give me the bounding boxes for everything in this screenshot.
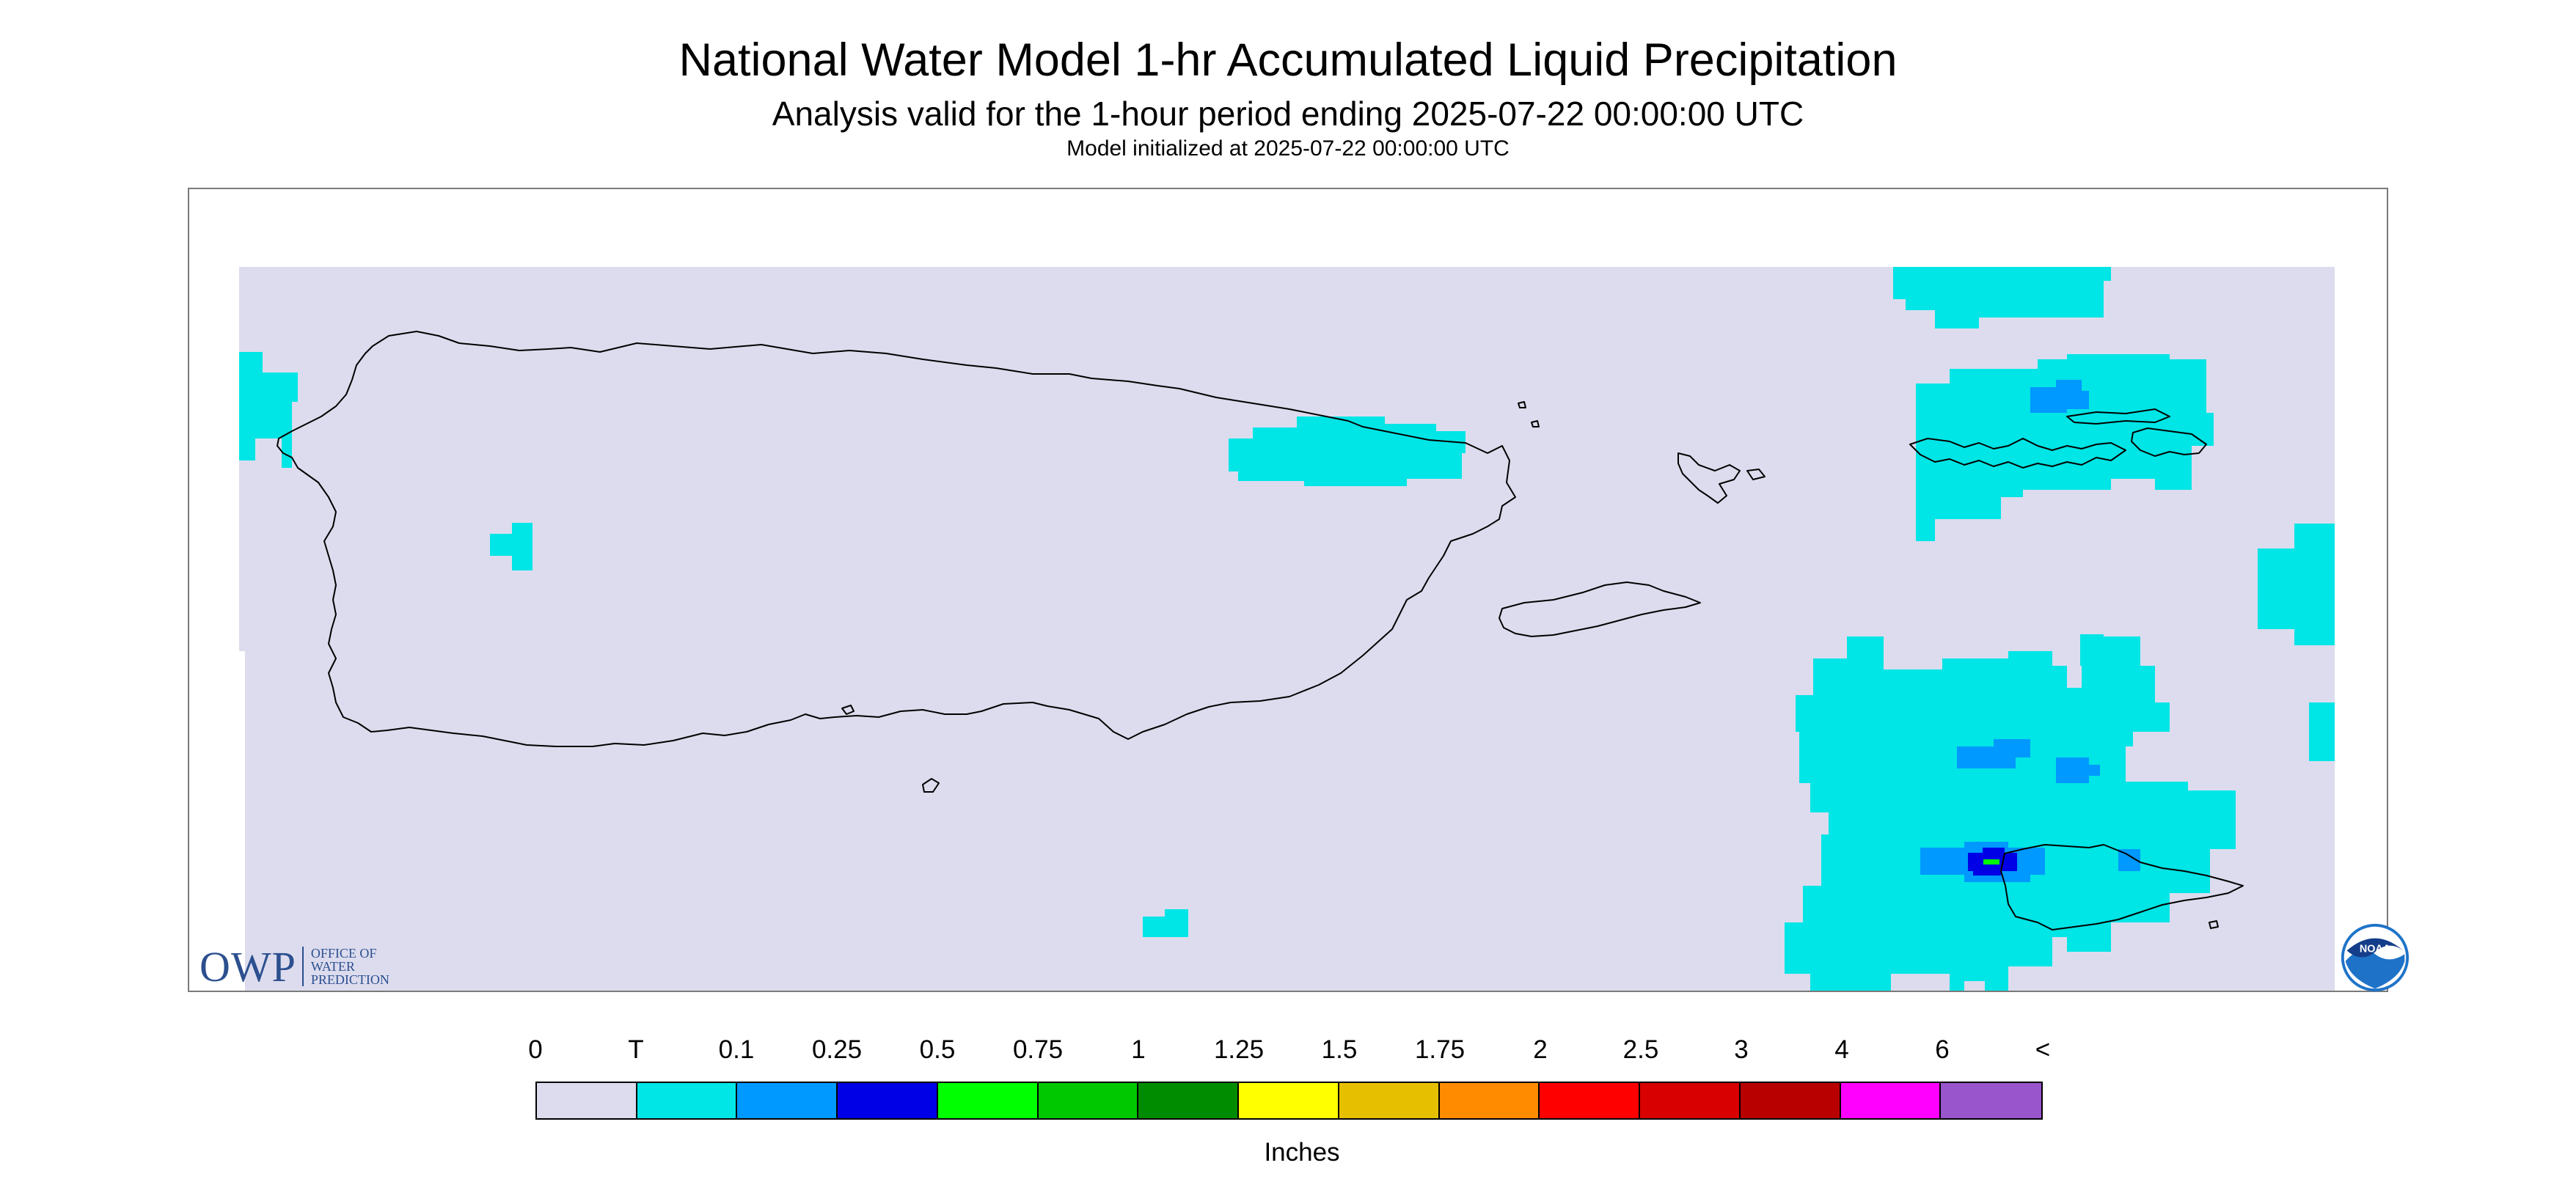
owp-logo-line-2: WATER [310, 959, 355, 974]
legend-colorbar [535, 1082, 2043, 1120]
legend-tick-label: 6 [1935, 1035, 1950, 1064]
precip-area-culebra-north [1893, 267, 2111, 328]
owp-logo: OWP OFFICE OF WATER PREDICTION [200, 942, 389, 991]
precip-light-blue-d [2118, 849, 2140, 871]
legend-tick-label: 0 [528, 1035, 543, 1064]
model-init-line: Model initialized at 2025-07-22 00:00:00… [1066, 136, 1510, 161]
legend-swatch [1941, 1083, 2042, 1118]
precip-light-blue-vi [2030, 380, 2089, 413]
coastline-small-islet-2 [1518, 401, 1526, 408]
legend-tick-label: 0.5 [919, 1035, 956, 1064]
legend-swatch [737, 1083, 838, 1118]
legend-tick-label: 1.75 [1414, 1035, 1466, 1064]
owp-logo-line-3: PREDICTION [310, 972, 389, 987]
coastline-st-croix [2000, 844, 2244, 930]
precip-area-east-edge-2 [2309, 702, 2335, 761]
legend-tick-label: < [2035, 1035, 2051, 1064]
coastline-mona [922, 778, 940, 793]
precip-area-north-coast [1229, 416, 1466, 486]
legend-tick-label: T [628, 1035, 644, 1064]
legend-swatch [1439, 1083, 1540, 1118]
precipitation-map [239, 267, 2335, 991]
coastline-small-islet-1 [1531, 420, 1540, 427]
precip-area-south [1143, 909, 1188, 937]
legend-swatch [637, 1083, 738, 1118]
legend-tick-label: 0.75 [1012, 1035, 1064, 1064]
precip-light-blue-a [1957, 739, 2030, 768]
legend-swatch [1640, 1083, 1741, 1118]
coastlines [277, 331, 2244, 930]
precip-area-mona [490, 523, 533, 570]
owp-logo-line-1: OFFICE OF [310, 946, 377, 961]
legend-swatch [1540, 1083, 1641, 1118]
coastline-vieques [1499, 581, 1701, 637]
legend-swatch [1239, 1083, 1339, 1118]
coastline-puerto-rico [277, 331, 1516, 747]
legend-tick-label: 0.25 [811, 1035, 863, 1064]
map-frame [188, 188, 2388, 992]
legend-tick-label: 1 [1131, 1035, 1146, 1064]
domain-notch [239, 651, 245, 991]
precipitation-legend: 0 T 0.1 0.25 0.5 0.75 1 1.25 1.5 1.75 2 2.5 3 4 6 < Inc… [528, 1035, 2068, 1167]
precip-area-small-east [2080, 634, 2104, 666]
legend-tick-label: 4 [1834, 1035, 1849, 1064]
legend-swatch [537, 1083, 637, 1118]
legend-tick-label: 1.5 [1321, 1035, 1358, 1064]
precip-light-blue-b [2056, 757, 2100, 783]
legend-units: Inches [1264, 1138, 1340, 1167]
svg-text:NOAA: NOAA [2360, 943, 2391, 955]
coastline-st-john [2131, 427, 2207, 457]
legend-swatch [838, 1083, 938, 1118]
coastline-desecheo [841, 705, 855, 715]
legend-tick-label: 2 [1533, 1035, 1548, 1064]
coastline-st-thomas [1909, 438, 2126, 469]
legend-swatch [1339, 1083, 1440, 1118]
coastline-culebra [1677, 452, 1741, 504]
coastline-tortola [2066, 408, 2170, 425]
map-title: National Water Model 1-hr Accumulated Li… [678, 34, 1898, 86]
legend-swatch [1740, 1083, 1841, 1118]
owp-logo-divider [301, 947, 304, 986]
precip-area-st-croix [1785, 636, 2236, 991]
noaa-logo-icon: NOAA [2341, 923, 2409, 992]
precip-trace-areas [239, 267, 2335, 991]
precip-area-west [239, 352, 298, 468]
precip-0-5-cell [1983, 859, 1999, 865]
precip-area-virgin-islands [1916, 354, 2214, 541]
legend-swatch [937, 1083, 1039, 1118]
legend-tick-label: 1.25 [1213, 1035, 1265, 1064]
legend-swatch [1840, 1083, 1942, 1118]
owp-logo-text: OFFICE OF WATER PREDICTION [311, 947, 389, 986]
map-subtitle: Analysis valid for the 1-hour period end… [772, 95, 1804, 133]
legend-swatch [1138, 1083, 1240, 1118]
legend-tick-label: 3 [1734, 1035, 1749, 1064]
coastline-small-islet-3 [2209, 920, 2219, 929]
legend-tick-label: 0.1 [718, 1035, 755, 1064]
legend-tick-label: 2.5 [1622, 1035, 1659, 1064]
coastline-culebrita [1746, 469, 1765, 480]
owp-logo-wordmark: OWP [200, 942, 296, 991]
precip-area-east-edge [2258, 524, 2335, 645]
legend-swatch [1038, 1083, 1139, 1118]
